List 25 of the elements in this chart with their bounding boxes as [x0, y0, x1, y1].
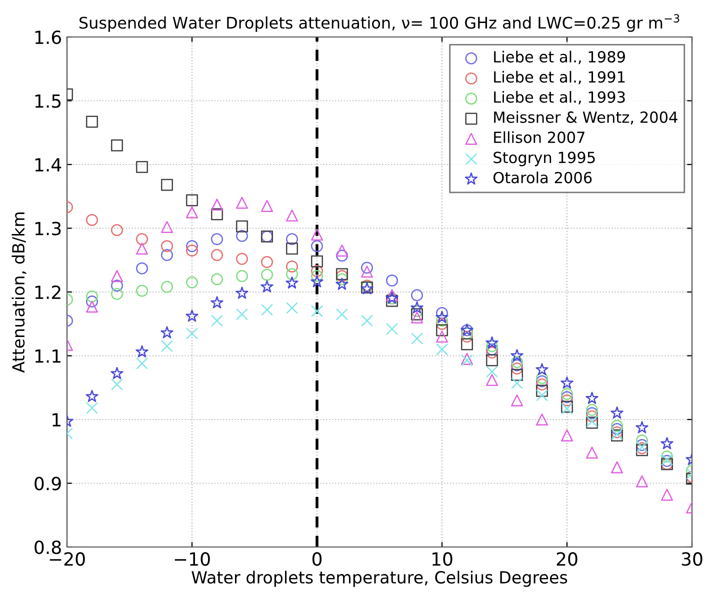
- x-tick-label: 30: [682, 552, 702, 566]
- legend-label: Liebe et al., 1991: [494, 70, 625, 84]
- y-tick-label: 1.3: [35, 222, 61, 236]
- x-tick-label: −20: [50, 552, 85, 566]
- y-tick-label: 1.6: [35, 30, 62, 44]
- y-tick-label: 1.2: [35, 285, 60, 299]
- legend-label: Otarola 2006: [493, 172, 592, 184]
- y-tick-label: 1.4: [35, 158, 62, 172]
- legend-label: Meissner & Wentz, 2004: [494, 111, 678, 125]
- y-axis-title: Attenuation, dB/km: [12, 212, 26, 373]
- x-tick-label: 20: [556, 552, 578, 566]
- y-tick-label: 0.9: [34, 476, 61, 490]
- y-tick-label: 1.1: [35, 349, 60, 363]
- chart-title: Suspended Water Droplets attenuation, ν= 100 GHz and LWC=0.25 gr m$^{−3}$: [79, 14, 680, 32]
- y-tick-label: 1.5: [35, 94, 61, 108]
- x-tick-label: −10: [174, 552, 210, 566]
- x-tick-label: 0: [312, 552, 322, 566]
- legend-label: Liebe et al., 1993: [494, 91, 625, 104]
- x-tick-label: 10: [432, 552, 452, 566]
- y-tick-label: 1: [52, 413, 60, 426]
- x-axis-title: Water droplets temperature, Celsius Degrees: [192, 570, 568, 587]
- legend-label: Liebe et al., 1989: [494, 50, 625, 64]
- legend-label: Stogryn 1995: [494, 152, 595, 166]
- legend-label: Ellison 2007: [494, 131, 584, 144]
- y-tick-label: 0.8: [34, 540, 61, 554]
